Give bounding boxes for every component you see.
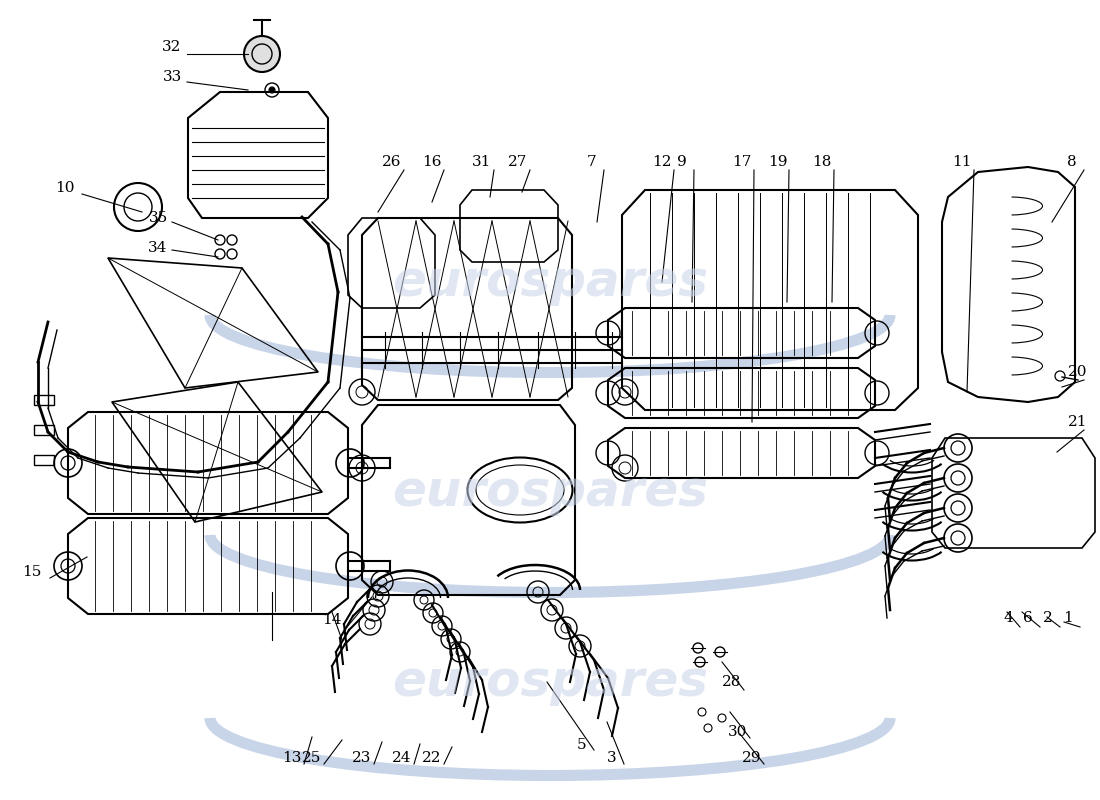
Text: 10: 10 xyxy=(55,181,75,195)
Text: 29: 29 xyxy=(742,751,761,765)
Text: 25: 25 xyxy=(302,751,321,765)
Text: 15: 15 xyxy=(22,565,42,579)
Text: 3: 3 xyxy=(607,751,617,765)
Text: 9: 9 xyxy=(678,155,686,169)
Text: 4: 4 xyxy=(1003,611,1013,625)
Text: 32: 32 xyxy=(163,40,182,54)
Text: 26: 26 xyxy=(383,155,402,169)
Text: 19: 19 xyxy=(768,155,788,169)
Bar xyxy=(34,455,54,465)
Text: 20: 20 xyxy=(1068,365,1088,379)
Text: 30: 30 xyxy=(728,725,748,739)
Text: 12: 12 xyxy=(652,155,672,169)
Text: eurospares: eurospares xyxy=(392,258,708,306)
Text: 28: 28 xyxy=(723,675,741,689)
Text: 21: 21 xyxy=(1068,415,1088,429)
Text: 24: 24 xyxy=(393,751,411,765)
Text: 2: 2 xyxy=(1043,611,1053,625)
Text: 13: 13 xyxy=(283,751,301,765)
Text: 5: 5 xyxy=(578,738,586,752)
Bar xyxy=(34,425,54,435)
Text: 16: 16 xyxy=(422,155,442,169)
Bar xyxy=(34,395,54,405)
Text: 35: 35 xyxy=(148,211,167,225)
Text: 11: 11 xyxy=(953,155,971,169)
Text: 33: 33 xyxy=(163,70,182,84)
Text: 14: 14 xyxy=(322,613,342,627)
Text: 18: 18 xyxy=(812,155,832,169)
Text: eurospares: eurospares xyxy=(392,468,708,516)
Text: 23: 23 xyxy=(352,751,372,765)
Text: 27: 27 xyxy=(508,155,528,169)
Text: 6: 6 xyxy=(1023,611,1033,625)
Text: 8: 8 xyxy=(1067,155,1077,169)
Text: eurospares: eurospares xyxy=(392,658,708,706)
Text: 7: 7 xyxy=(587,155,597,169)
Text: 22: 22 xyxy=(422,751,442,765)
Text: 31: 31 xyxy=(472,155,492,169)
Circle shape xyxy=(244,36,280,72)
Text: 17: 17 xyxy=(733,155,751,169)
Circle shape xyxy=(270,87,275,93)
Text: 34: 34 xyxy=(148,241,167,255)
Text: 1: 1 xyxy=(1063,611,1072,625)
